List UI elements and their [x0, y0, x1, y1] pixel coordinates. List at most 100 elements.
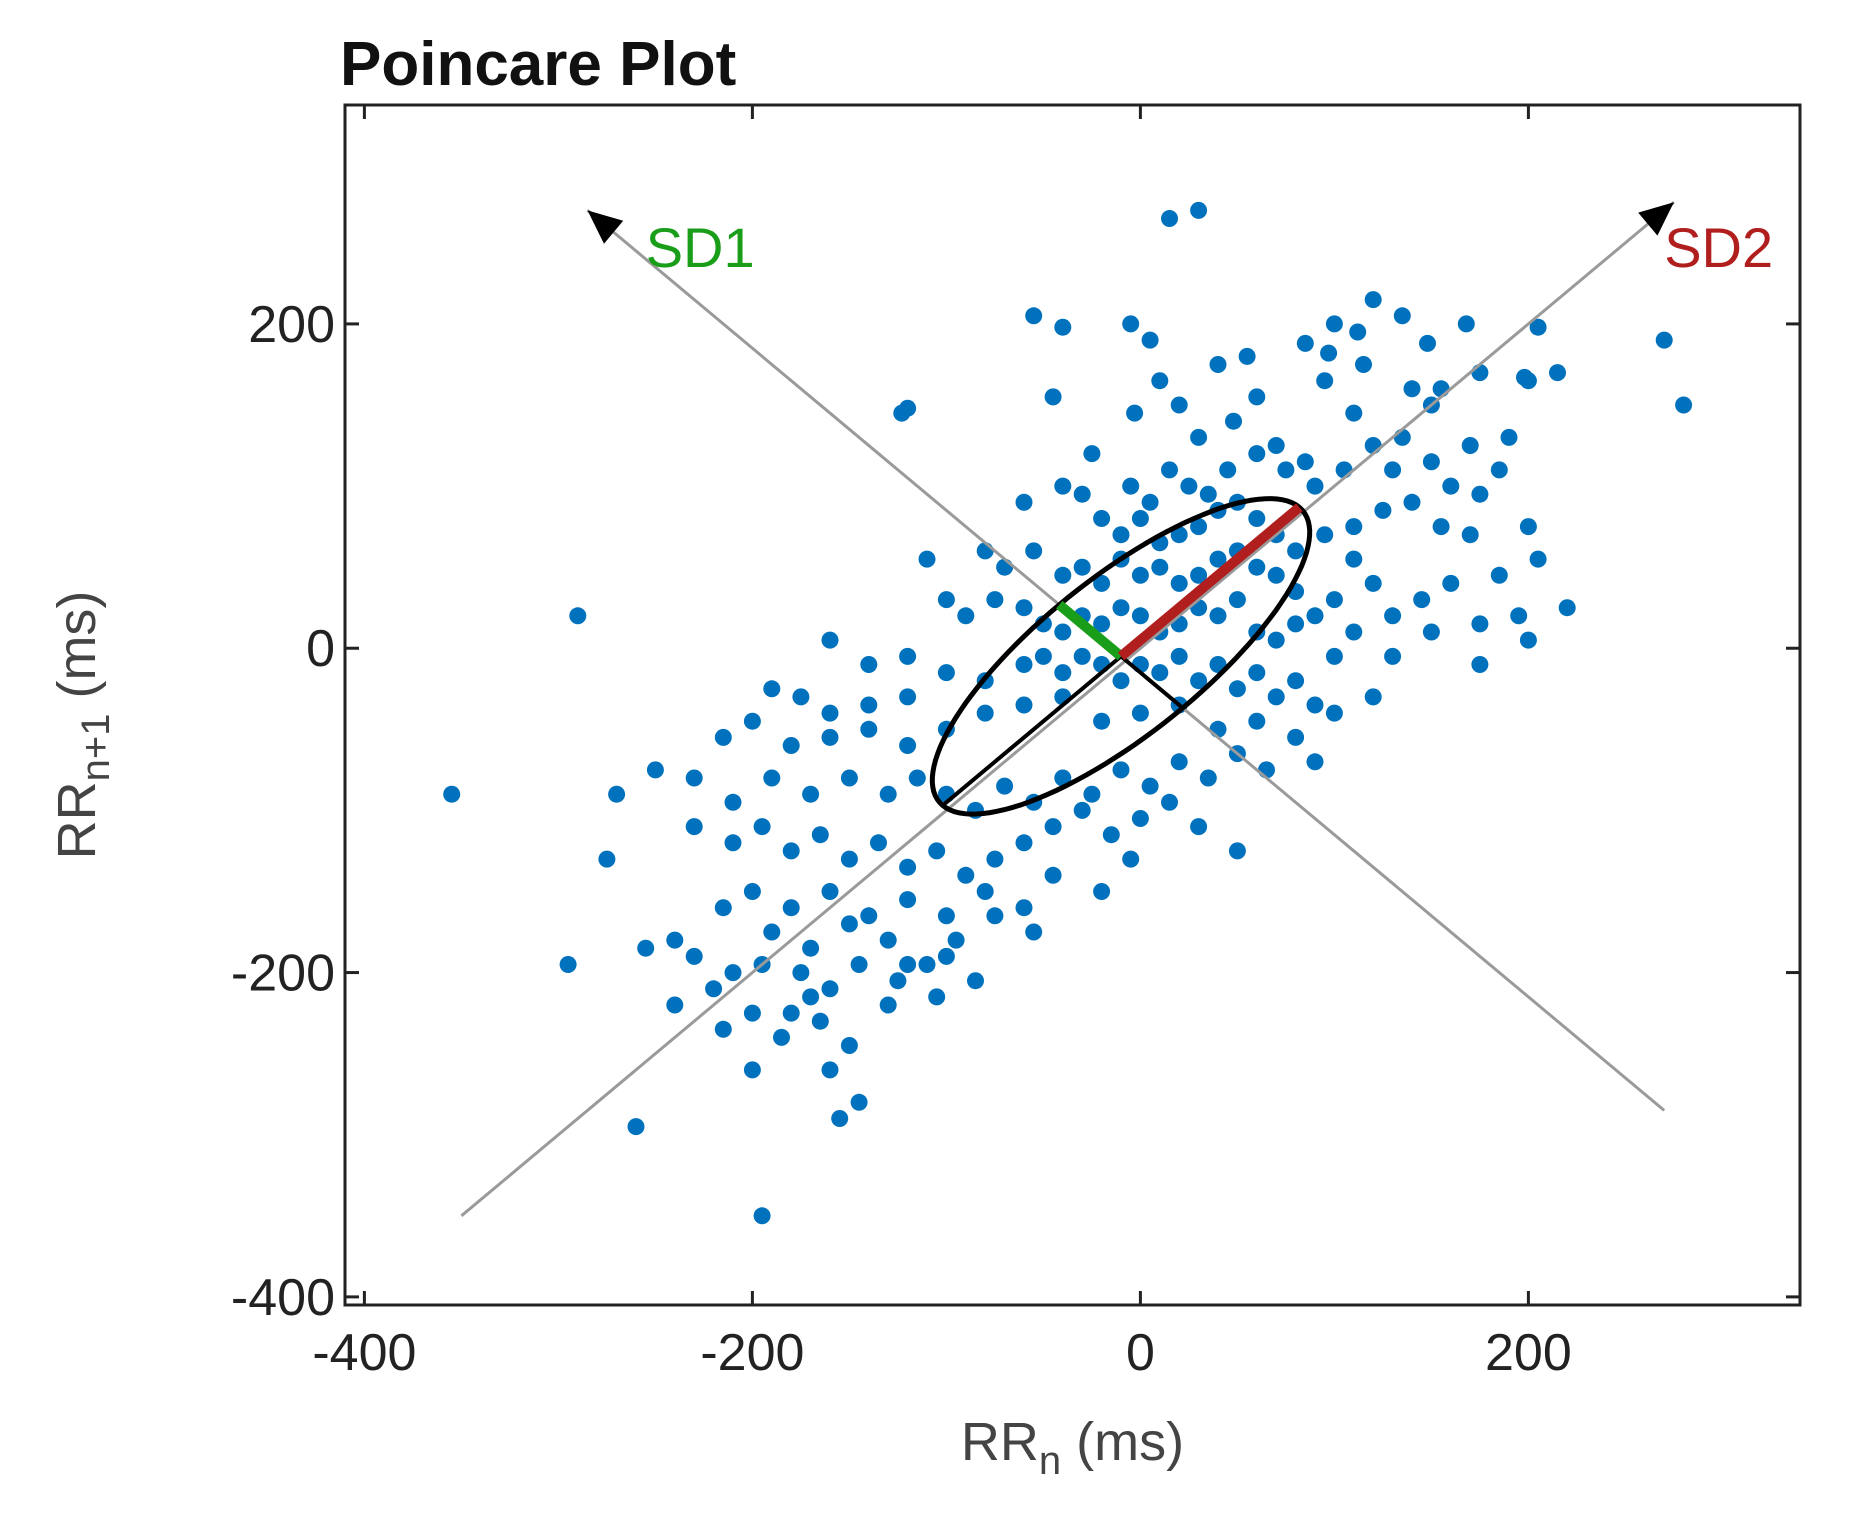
data-point	[1025, 307, 1043, 325]
data-point	[1228, 680, 1246, 698]
data-point	[1529, 550, 1547, 568]
data-point	[1316, 372, 1334, 390]
data-point	[1306, 696, 1324, 714]
data-point	[860, 720, 878, 738]
data-point	[1015, 599, 1033, 617]
data-point	[1422, 623, 1440, 641]
x-tick-label: 200	[1485, 1324, 1572, 1382]
data-point	[724, 834, 742, 852]
sd1-segment	[1056, 600, 1125, 661]
data-point	[1296, 453, 1314, 471]
data-point	[879, 785, 897, 803]
data-point	[1325, 315, 1343, 333]
data-point	[1490, 461, 1508, 479]
data-point	[899, 858, 917, 876]
data-point	[763, 680, 781, 698]
data-point	[1044, 388, 1062, 406]
data-point	[1083, 445, 1101, 463]
data-point	[1277, 461, 1295, 479]
data-point	[802, 785, 820, 803]
data-point	[1054, 477, 1072, 495]
data-point	[1403, 493, 1421, 511]
x-tick-label: -400	[312, 1324, 416, 1382]
data-point	[1471, 656, 1489, 673]
data-point	[1093, 510, 1111, 527]
data-point	[899, 891, 917, 909]
data-point	[1364, 574, 1382, 592]
data-point	[1131, 810, 1149, 827]
data-point	[743, 883, 761, 900]
data-point	[1131, 704, 1149, 722]
data-point	[1248, 445, 1266, 463]
data-point	[986, 850, 1004, 868]
data-point	[840, 850, 858, 868]
data-point	[1471, 615, 1489, 633]
data-point	[1161, 461, 1178, 479]
data-point	[1225, 412, 1242, 430]
data-point	[1073, 485, 1091, 503]
data-point	[860, 656, 878, 673]
annotation-layer: SD1 SD2	[460, 201, 1773, 1217]
data-point	[1529, 318, 1547, 336]
data-point	[724, 793, 742, 811]
data-point	[1267, 631, 1285, 649]
data-point	[637, 939, 655, 957]
data-point	[840, 769, 858, 787]
data-point	[1384, 647, 1402, 665]
data-point	[1054, 664, 1072, 682]
sd1-arrow-head	[587, 210, 624, 244]
data-point	[714, 899, 732, 917]
sd2-label: SD2	[1664, 216, 1773, 279]
data-point	[1122, 315, 1140, 333]
data-point	[1083, 785, 1101, 803]
data-point	[1112, 599, 1130, 617]
data-point	[908, 769, 926, 787]
data-point	[598, 850, 616, 868]
data-point	[1248, 664, 1266, 682]
data-point	[1325, 591, 1343, 609]
data-point	[840, 915, 858, 933]
data-point	[802, 939, 820, 957]
data-point	[928, 988, 946, 1006]
data-point	[1015, 834, 1033, 852]
data-point	[608, 785, 626, 803]
data-point	[1219, 461, 1237, 479]
data-point	[1316, 526, 1334, 544]
y-tick-label: -400	[231, 1269, 335, 1327]
data-point	[1325, 647, 1343, 665]
axis-ticks: -400 -200 0 200 -400 -200 0 200	[231, 105, 1800, 1382]
data-point	[569, 607, 587, 625]
data-point	[899, 399, 917, 417]
data-point	[773, 1028, 790, 1046]
y-axis-label-sub: n+1	[74, 714, 118, 782]
data-point	[1209, 356, 1227, 373]
data-point	[782, 899, 800, 917]
y-tick-label: -200	[231, 945, 335, 1003]
data-point	[1228, 842, 1246, 860]
data-point	[1345, 404, 1363, 422]
data-point	[1267, 437, 1285, 454]
data-point	[957, 607, 975, 625]
data-point	[1287, 542, 1305, 560]
data-point	[1054, 623, 1072, 641]
ellipse-minor-axis	[1119, 654, 1185, 710]
data-point	[763, 923, 781, 941]
data-point	[1161, 793, 1178, 811]
y-axis-label: RRn+1 (ms)	[47, 591, 118, 860]
y-axis-label-main: RR	[47, 781, 107, 859]
data-point	[1238, 347, 1256, 365]
data-point	[1093, 883, 1111, 900]
data-point	[1287, 672, 1305, 690]
data-point	[821, 883, 839, 900]
data-point	[685, 818, 703, 836]
data-point	[627, 1118, 645, 1136]
data-point	[976, 704, 994, 722]
data-point	[1190, 672, 1208, 690]
data-point	[850, 1093, 868, 1111]
data-point	[1519, 372, 1537, 390]
data-point	[821, 728, 839, 746]
data-point	[1112, 761, 1130, 779]
data-point	[1349, 323, 1367, 341]
data-point	[1248, 712, 1266, 730]
data-point	[1131, 607, 1149, 625]
